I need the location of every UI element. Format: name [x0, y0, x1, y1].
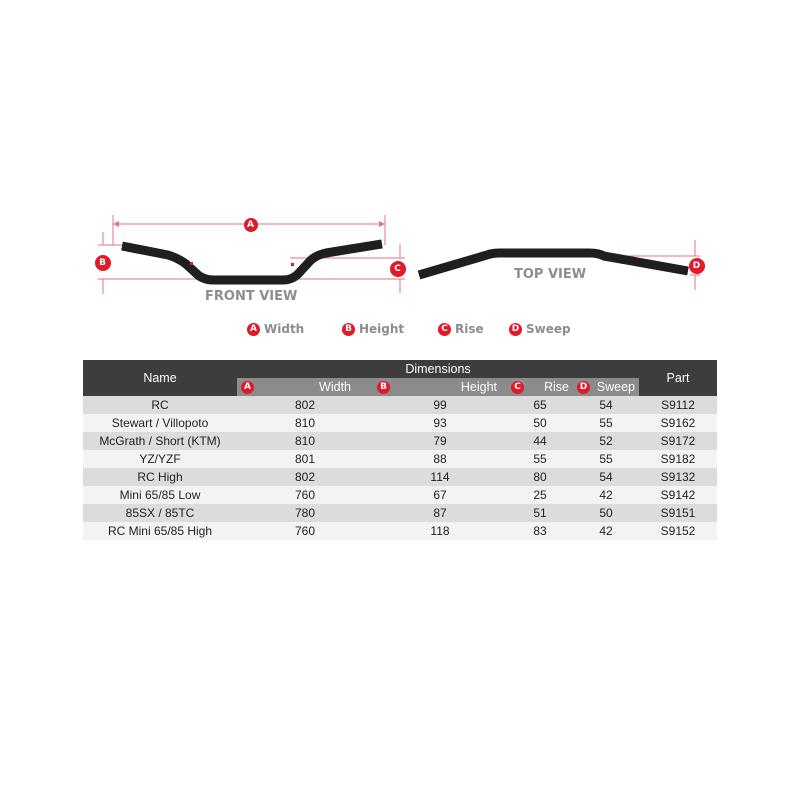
cell-sweep: 42: [573, 486, 639, 504]
marker-a-label: A: [247, 219, 254, 230]
front-view-bar: [121, 239, 383, 285]
legend-height: B Height: [342, 322, 404, 336]
name-header: Name: [83, 360, 237, 396]
marker-b-icon: [95, 255, 111, 271]
marker-a-icon: [244, 218, 258, 232]
legend-sweep: D Sweep: [509, 322, 571, 336]
cell-rise: 55: [507, 450, 573, 468]
marker-a-icon: A: [241, 380, 254, 394]
cell-sweep: 55: [573, 450, 639, 468]
sweep-header: D Sweep: [573, 378, 639, 396]
table-row: YZ/YZF 801 88 55 55 S9182: [83, 450, 717, 468]
front-view-label: FRONT VIEW: [205, 289, 298, 304]
cell-name: RC Mini 65/85 High: [83, 522, 237, 540]
cell-height: 114: [373, 468, 507, 486]
cell-name: Mini 65/85 Low: [83, 486, 237, 504]
cell-sweep: 55: [573, 414, 639, 432]
cell-rise: 80: [507, 468, 573, 486]
width-label: Width: [319, 380, 351, 394]
cell-rise: 51: [507, 504, 573, 522]
marker-b-icon: B: [377, 380, 390, 394]
cell-width: 801: [237, 450, 373, 468]
cell-sweep: 42: [573, 522, 639, 540]
cell-height: 67: [373, 486, 507, 504]
legend-label: Width: [264, 322, 305, 336]
cell-height: 118: [373, 522, 507, 540]
table-row: McGrath / Short (KTM) 810 79 44 52 S9172: [83, 432, 717, 450]
cell-height: 79: [373, 432, 507, 450]
cell-sweep: 50: [573, 504, 639, 522]
width-header: A Width: [237, 378, 373, 396]
table-row: Mini 65/85 Low 760 67 25 42 S9142: [83, 486, 717, 504]
rise-header: C Rise: [507, 378, 573, 396]
cell-name: McGrath / Short (KTM): [83, 432, 237, 450]
marker-c-icon: C: [511, 380, 524, 394]
cell-name: Stewart / Villopoto: [83, 414, 237, 432]
marker-c-label: C: [394, 263, 401, 274]
cell-width: 780: [237, 504, 373, 522]
cell-part: S9182: [639, 450, 717, 468]
height-header: B Height: [373, 378, 507, 396]
cell-rise: 65: [507, 396, 573, 414]
cell-sweep: 52: [573, 432, 639, 450]
cell-name: RC: [83, 396, 237, 414]
marker-d-label: D: [692, 260, 701, 271]
table-row: Stewart / Villopoto 810 93 50 55 S9162: [83, 414, 717, 432]
table-row: 85SX / 85TC 780 87 51 50 S9151: [83, 504, 717, 522]
marker-b-label: B: [99, 257, 106, 268]
legend-label: Rise: [455, 322, 484, 336]
marker-d-icon: D: [509, 322, 522, 336]
legend-label: Height: [359, 322, 405, 336]
cell-height: 88: [373, 450, 507, 468]
cell-part: S9152: [639, 522, 717, 540]
legend-rise: C Rise: [438, 322, 484, 336]
cell-part: S9132: [639, 468, 717, 486]
cell-name: YZ/YZF: [83, 450, 237, 468]
cell-width: 802: [237, 468, 373, 486]
height-label: Height: [460, 380, 497, 394]
marker-a-icon: A: [247, 322, 260, 336]
marker-c-icon: [390, 261, 406, 277]
cell-width: 760: [237, 486, 373, 504]
top-view-bar: [417, 248, 689, 280]
cell-width: 802: [237, 396, 373, 414]
marker-c-icon: C: [438, 322, 451, 336]
legend-label: Sweep: [526, 322, 571, 336]
dimensions-header: Dimensions: [237, 360, 639, 378]
cell-rise: 44: [507, 432, 573, 450]
cell-height: 99: [373, 396, 507, 414]
cell-part: S9162: [639, 414, 717, 432]
cell-rise: 25: [507, 486, 573, 504]
dimensions-table: Name Dimensions Part A Width B Height C Ris…: [83, 360, 717, 540]
table-row: RC 802 99 65 54 S9112: [83, 396, 717, 414]
top-view-label: TOP VIEW: [514, 267, 587, 282]
marker-b-icon: B: [342, 322, 355, 336]
cell-sweep: 54: [573, 468, 639, 486]
cell-height: 93: [373, 414, 507, 432]
cell-rise: 50: [507, 414, 573, 432]
rise-label: Rise: [543, 380, 569, 394]
handlebar-diagram: [95, 215, 705, 294]
sweep-label: Sweep: [596, 380, 635, 394]
legend-width: A Width: [247, 322, 304, 336]
cell-sweep: 54: [573, 396, 639, 414]
cell-name: 85SX / 85TC: [83, 504, 237, 522]
part-header: Part: [639, 360, 717, 396]
table-row: RC Mini 65/85 High 760 118 83 42 S9152: [83, 522, 717, 540]
cell-height: 87: [373, 504, 507, 522]
cell-part: S9172: [639, 432, 717, 450]
cell-part: S9142: [639, 486, 717, 504]
cell-rise: 83: [507, 522, 573, 540]
marker-d-icon: [689, 258, 705, 274]
cell-part: S9112: [639, 396, 717, 414]
cell-part: S9151: [639, 504, 717, 522]
cell-width: 760: [237, 522, 373, 540]
table-row: RC High 802 114 80 54 S9132: [83, 468, 717, 486]
cell-width: 810: [237, 414, 373, 432]
cell-width: 810: [237, 432, 373, 450]
marker-d-icon: D: [577, 380, 590, 394]
cell-name: RC High: [83, 468, 237, 486]
